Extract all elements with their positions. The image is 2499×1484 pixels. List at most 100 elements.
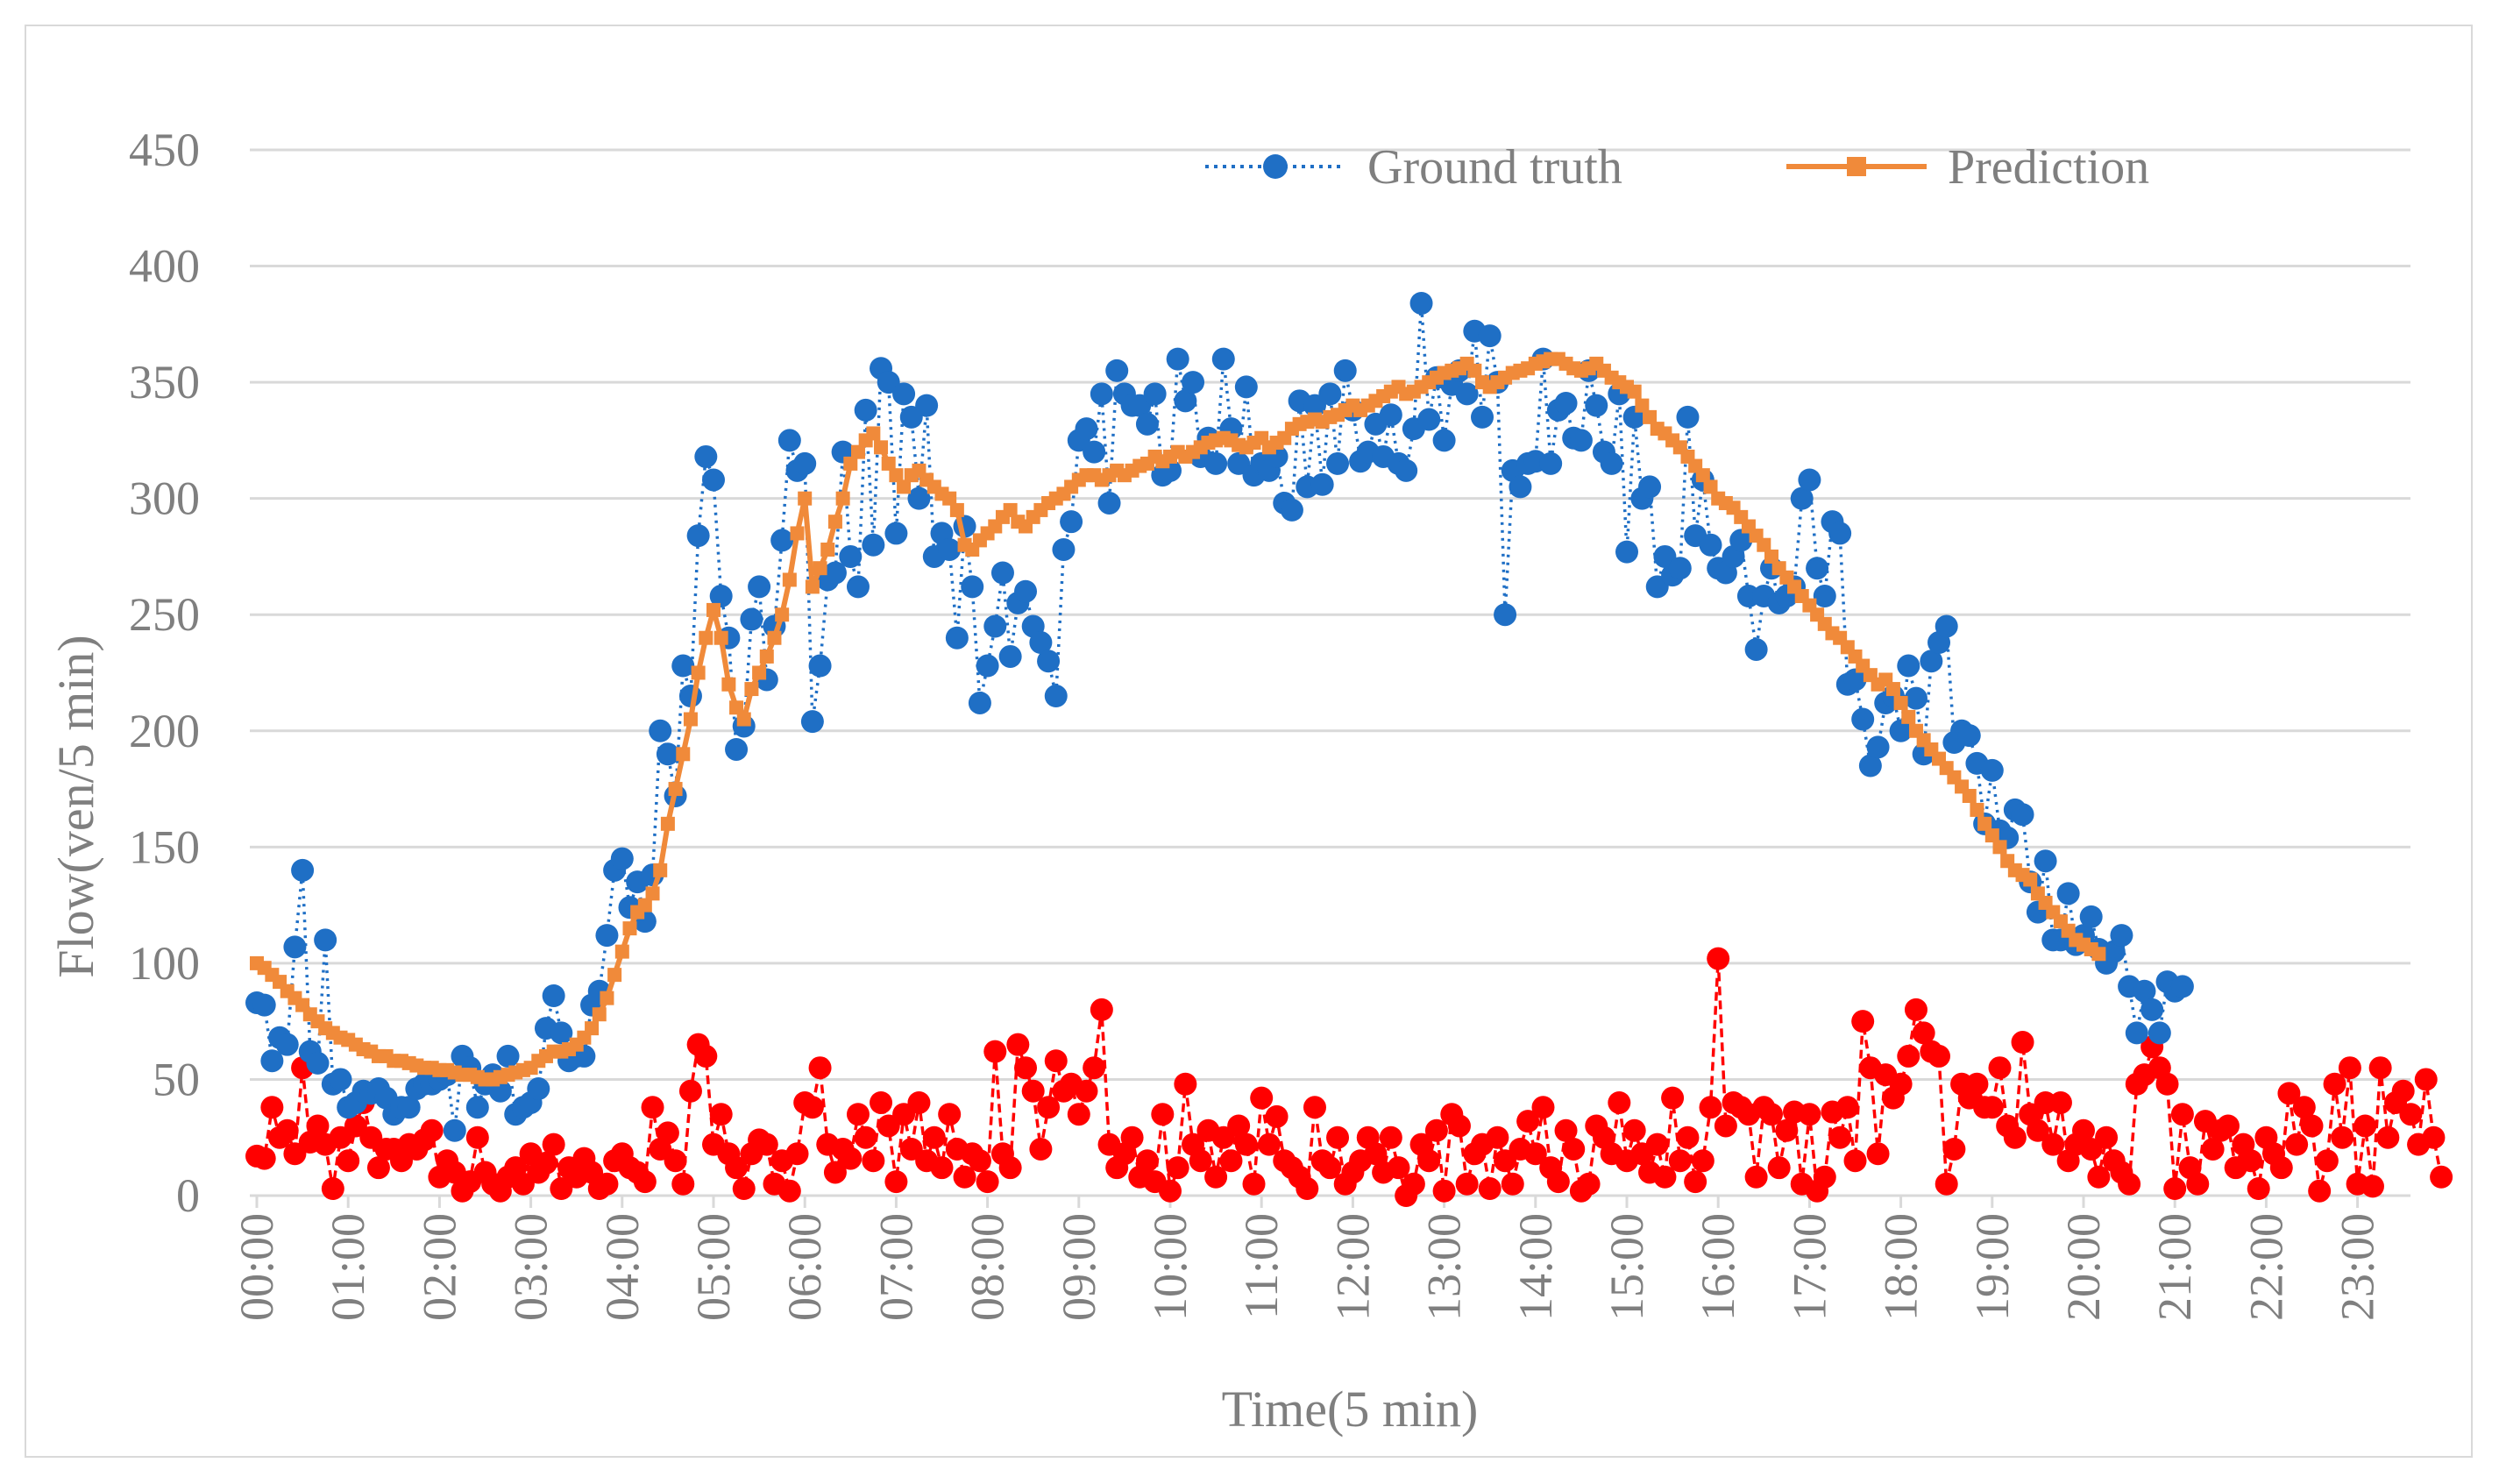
x-tick-label: 06:00 — [778, 1213, 831, 1321]
legend-ground-truth-marker — [1263, 154, 1288, 179]
data-point — [2368, 1056, 2392, 1080]
data-point — [2201, 1137, 2225, 1161]
data-point — [1965, 1072, 1989, 1096]
x-tick-label: 12:00 — [1326, 1213, 1379, 1321]
data-point — [949, 502, 964, 517]
data-point — [1668, 1149, 1692, 1173]
y-axis-title: Flow(ven/5 min) — [47, 635, 104, 977]
data-point — [1707, 947, 1730, 970]
data-point — [542, 984, 565, 1008]
data-point — [275, 1033, 299, 1056]
data-point — [785, 1142, 809, 1166]
data-point — [820, 542, 835, 557]
data-point — [748, 575, 771, 599]
data-point — [260, 1049, 284, 1073]
series-layer — [245, 291, 2453, 1207]
data-point — [736, 712, 751, 727]
x-tick-label: 17:00 — [1783, 1213, 1835, 1321]
data-point — [2338, 1056, 2361, 1080]
data-point — [1851, 1010, 1875, 1033]
data-point — [729, 700, 744, 715]
data-point — [321, 1177, 344, 1201]
data-point — [1234, 1133, 1258, 1156]
y-tick-label: 250 — [129, 588, 200, 641]
data-point — [897, 479, 912, 494]
data-point — [1478, 324, 1502, 348]
x-tick-label: 13:00 — [1418, 1213, 1471, 1321]
data-point — [653, 863, 668, 877]
data-point — [709, 585, 733, 608]
data-point — [420, 1118, 444, 1142]
data-point — [649, 719, 672, 742]
data-point — [1037, 1096, 1061, 1119]
legend-ground-truth: Ground truth — [1205, 140, 1622, 195]
data-point — [953, 1165, 976, 1189]
data-point — [2118, 1172, 2141, 1196]
data-point — [2186, 1172, 2210, 1196]
data-point — [1105, 359, 1129, 382]
x-tick-label: 20:00 — [2057, 1213, 2110, 1321]
data-point — [843, 456, 858, 471]
data-point — [1250, 1086, 1274, 1110]
data-point — [990, 561, 1014, 585]
data-point — [1775, 1118, 1799, 1142]
data-point — [542, 1133, 565, 1156]
data-point — [1219, 1149, 1243, 1173]
data-point — [968, 691, 991, 714]
data-point — [1798, 468, 1821, 492]
data-point — [610, 847, 634, 870]
data-point — [465, 1125, 489, 1149]
data-point — [1471, 405, 1494, 429]
data-point — [1635, 398, 1650, 413]
data-point — [2041, 1133, 2065, 1156]
data-point — [1006, 1033, 1030, 1056]
data-point — [2072, 1118, 2095, 1142]
legend: Ground truth Prediction — [1205, 140, 2149, 195]
data-point — [686, 524, 710, 548]
data-point — [1828, 522, 1852, 545]
data-point — [1234, 375, 1258, 399]
data-point — [976, 1170, 999, 1194]
data-point — [1622, 1118, 1646, 1142]
data-point — [2023, 872, 2038, 887]
data-point — [1858, 754, 1882, 778]
data-point — [744, 682, 759, 697]
data-point — [1699, 533, 1722, 557]
data-point — [725, 737, 749, 761]
data-point — [2091, 947, 2106, 962]
data-point — [699, 630, 713, 645]
data-point — [942, 491, 957, 506]
data-point — [866, 426, 881, 441]
data-point — [1988, 1056, 2012, 1080]
data-point — [527, 1077, 550, 1101]
data-point — [2414, 1068, 2438, 1091]
data-point — [637, 898, 652, 912]
data-point — [656, 742, 679, 766]
data-point — [1003, 502, 1018, 517]
chart-frame — [25, 25, 2473, 1458]
data-point — [2300, 1114, 2324, 1138]
data-point — [1980, 1096, 2004, 1119]
data-point — [283, 935, 307, 959]
data-point — [827, 515, 842, 529]
data-point — [678, 1079, 702, 1103]
data-point — [770, 529, 794, 552]
gridlines — [250, 148, 2410, 1197]
data-point — [2430, 1165, 2453, 1189]
data-point — [938, 537, 962, 561]
data-point — [945, 626, 969, 650]
data-point — [1296, 1177, 1319, 1201]
x-tick-label: 00:00 — [231, 1213, 283, 1321]
data-point — [534, 1151, 557, 1175]
data-point — [889, 468, 904, 483]
data-point — [1645, 1133, 1669, 1156]
data-point — [884, 522, 908, 545]
data-point — [1083, 440, 1106, 464]
data-point — [600, 991, 614, 1005]
data-point — [1090, 382, 1113, 406]
data-point — [1257, 1133, 1281, 1156]
data-point — [793, 451, 817, 475]
data-point — [2140, 998, 2164, 1021]
data-point — [2323, 1072, 2346, 1096]
